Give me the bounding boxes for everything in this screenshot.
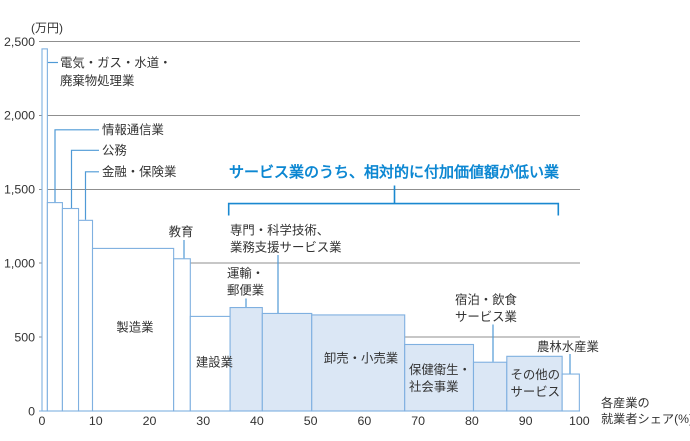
industry-label-9-line0: 卸売・小売業	[324, 351, 398, 366]
industry-label-1-line0: 情報通信業	[102, 122, 164, 137]
industry-label-10-line1: 社会事業	[409, 379, 459, 394]
x-tick-label-40: 40	[250, 414, 264, 428]
bar-8-専門・科学技術、業務支援サービス業	[261, 312, 313, 412]
annotation-text: サービス業のうち、相対的に付加価値額が低い業	[229, 164, 560, 181]
leader-line-3	[84, 171, 99, 220]
bar-10-保健衛生・社会事業	[404, 343, 475, 412]
x-tick-label-30: 30	[196, 414, 210, 428]
industry-label-7-line0: 運輸・	[227, 266, 264, 281]
bar-9-卸売・小売業	[311, 314, 406, 412]
y-tick-label-2,500: 2,500	[4, 35, 35, 49]
y-tick-label-500: 500	[14, 330, 35, 344]
bar-1-情報通信業	[46, 202, 63, 412]
x-axis-title-line2: 就業者シェア(%)	[601, 411, 690, 426]
bar-5-教育	[173, 258, 191, 412]
industry-label-11-line1: サービス業	[455, 309, 517, 324]
industry-label-10-line0: 保健衛生・	[409, 363, 471, 377]
annotation-bracket	[227, 202, 560, 216]
y-tick-label-1,500: 1,500	[4, 183, 35, 197]
x-tick-label-60: 60	[358, 414, 372, 428]
bar-11-宿泊・飲食サービス業	[472, 361, 508, 412]
y-tick-label-1,000: 1,000	[4, 257, 35, 271]
y-axis-unit-label: (万円)	[31, 21, 63, 35]
industry-label-4-line0: 製造業	[116, 320, 153, 335]
industry-label-7-line1: 郵便業	[227, 283, 264, 298]
industry-label-0-line0: 電気・ガス・水道・	[60, 55, 172, 70]
leader-line-1	[54, 129, 99, 203]
leader-line-2	[70, 149, 99, 208]
x-tick-label-50: 50	[304, 414, 318, 428]
y-tick-label-0: 0	[28, 404, 35, 418]
bar-2-公務	[61, 207, 80, 412]
bar-0-電気・ガス・水道・廃棄物処理業	[41, 48, 48, 412]
bar-4-製造業	[91, 247, 175, 412]
x-tick-label-80: 80	[465, 414, 479, 428]
bar-3-金融・保険業	[77, 219, 94, 412]
y-tick-label-2,000: 2,000	[4, 109, 35, 123]
bar-12-その他のサービス	[506, 355, 563, 412]
industry-label-11-line0: 宿泊・飲食	[455, 292, 518, 307]
industry-label-3-line0: 金融・保険業	[102, 164, 176, 179]
industry-label-8-line1: 業務支援サービス業	[230, 240, 342, 255]
x-tick-label-70: 70	[411, 414, 425, 428]
industry-label-13-line0: 農林水産業	[537, 339, 599, 354]
industry-label-12-line0: その他の	[511, 368, 561, 382]
industry-label-2-line0: 公務	[102, 144, 127, 158]
x-tick-label-0: 0	[39, 414, 46, 428]
x-tick-label-90: 90	[519, 414, 533, 428]
industry-label-0-line1: 廃棄物処理業	[60, 73, 134, 88]
x-axis-title-line1: 各産業の	[601, 396, 650, 410]
x-axis-title: 各産業の 就業者シェア(%)	[601, 396, 690, 427]
bar-13-農林水産業	[561, 373, 580, 412]
industry-label-8-line0: 専門・科学技術、	[230, 223, 329, 238]
x-tick-label-10: 10	[89, 414, 103, 428]
industry-label-5-line0: 教育	[169, 224, 194, 239]
x-tick-label-20: 20	[143, 414, 157, 428]
industry-label-6-line0: 建設業	[196, 355, 233, 370]
bar-7-運輸・郵便業	[229, 306, 263, 412]
industry-label-12-line1: サービス	[511, 385, 561, 399]
x-tick-label-100: 100	[569, 414, 590, 428]
